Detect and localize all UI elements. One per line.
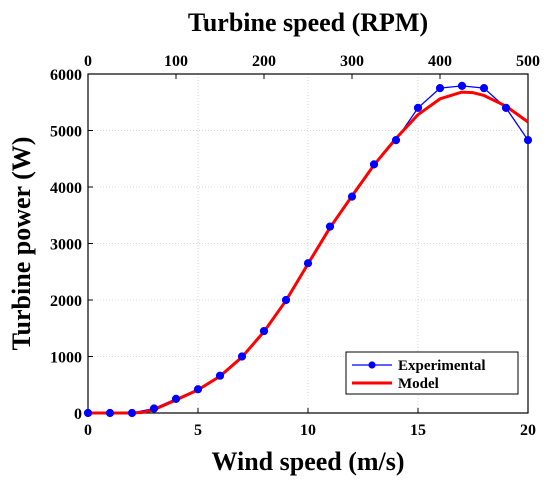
data-point-experimental (303, 259, 313, 268)
data-point-experimental (105, 408, 115, 418)
data-point-experimental (259, 326, 269, 336)
ticks: 0 5 10 15 200 100 200 300 400 5000100020003000400… (50, 53, 540, 439)
data-point-experimental (413, 103, 423, 113)
legend-box (345, 351, 519, 395)
data-point-experimental (391, 136, 401, 145)
data-point-experimental (215, 371, 225, 380)
y-tick-label: 5000 (50, 124, 82, 141)
data-point-experimental (237, 352, 247, 361)
top-x-tick-label: 400 (428, 53, 452, 70)
legend: Experimental Model (345, 351, 519, 395)
x-tick-label: 10 (300, 422, 316, 439)
top-x-tick-label: 500 (516, 53, 540, 70)
y-axis-title: Turbine power (W) (7, 137, 36, 351)
y-tick-label: 0 (74, 406, 82, 423)
legend-label-experimental: Experimental (398, 358, 486, 374)
top-x-tick-label: 0 (84, 53, 92, 70)
y-tick-label: 3000 (50, 237, 82, 254)
data-point-experimental (127, 408, 137, 418)
top-x-tick-label: 100 (164, 53, 188, 70)
data-point-experimental (501, 103, 511, 113)
top-x-tick-label: 200 (252, 53, 276, 70)
data-point-experimental (171, 394, 181, 403)
y-tick-label: 2000 (50, 293, 82, 310)
data-point-experimental (479, 84, 489, 93)
data-point-experimental (523, 136, 533, 145)
data-point-experimental (435, 84, 445, 93)
data-point-experimental (281, 295, 291, 305)
data-point-experimental (347, 192, 357, 201)
x-tick-label: 0 (84, 422, 92, 439)
top-axis-title: Turbine speed (RPM) (188, 8, 428, 37)
series-layer (83, 81, 533, 418)
x-axis-title: Wind speed (m/s) (211, 447, 404, 476)
data-point-experimental (83, 408, 93, 418)
data-point-experimental (149, 404, 159, 413)
x-tick-label: 5 (194, 422, 202, 439)
y-tick-label: 1000 (50, 350, 82, 367)
data-point-experimental (457, 81, 467, 90)
y-tick-label: 6000 (50, 67, 82, 84)
x-tick-label: 20 (520, 422, 536, 439)
legend-label-model: Model (398, 376, 439, 392)
y-tick-label: 4000 (50, 180, 82, 197)
x-tick-label: 15 (410, 422, 426, 439)
data-point-experimental (369, 160, 379, 169)
data-point-experimental (325, 222, 335, 231)
legend-marker-experimental (368, 361, 376, 369)
data-point-experimental (193, 385, 203, 394)
top-x-tick-label: 300 (340, 53, 364, 70)
